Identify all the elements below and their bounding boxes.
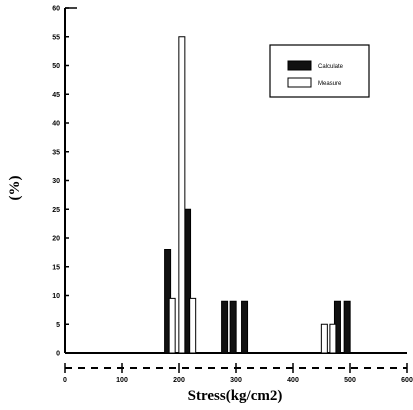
y-tick-label: 40 [52,121,60,128]
y-tick-label: 60 [52,6,60,13]
y-tick-label: 30 [52,178,60,185]
y-axis-title: (%) [7,176,23,201]
y-tick-label: 10 [52,293,60,300]
x-tick-label: 0 [63,377,67,384]
x-tick-label: 500 [344,377,356,384]
bar-measure [178,36,186,354]
x-tick-label: 200 [173,377,185,384]
bar-calculate [241,300,249,354]
x-tick-label: 100 [116,377,128,384]
y-tick-label: 20 [52,236,60,243]
bar-measure [329,323,337,354]
x-axis-title: Stress(kg/cm2) [188,388,283,404]
y-tick-label: 5 [56,322,60,329]
bar-calculate [221,300,229,354]
legend-swatch-measure [287,77,312,88]
y-tick-label: 55 [52,34,60,41]
legend-swatch-calculate [287,60,312,71]
bar-calculate [343,300,351,354]
legend: Calculate Measure [269,44,370,98]
y-ticks: 0 5 10 15 20 25 30 35 40 45 50 55 60 [52,6,69,358]
x-tick-label: 400 [287,377,299,384]
bar-calculate [229,300,237,354]
legend-box [269,44,370,98]
bars [164,36,351,354]
bar-measure [189,297,197,354]
x-tick-label: 300 [230,377,242,384]
legend-label-calculate: Calculate [318,64,344,70]
y-tick-label: 35 [52,149,60,156]
bar-measure [320,323,328,354]
bar-measure [168,297,176,354]
x-ticks: 0 100 200 300 400 500 600 [63,363,413,384]
y-tick-label: 25 [52,207,60,214]
y-tick-label: 15 [52,264,60,271]
y-tick-label: 45 [52,92,60,99]
x-tick-label: 600 [401,377,413,384]
y-tick-label: 50 [52,63,60,70]
legend-label-measure: Measure [318,81,342,87]
plot-area: 0 5 10 15 20 25 30 35 40 45 50 55 60 0 100 200 300 400 50… [52,6,413,385]
y-tick-label: 0 [56,351,60,358]
